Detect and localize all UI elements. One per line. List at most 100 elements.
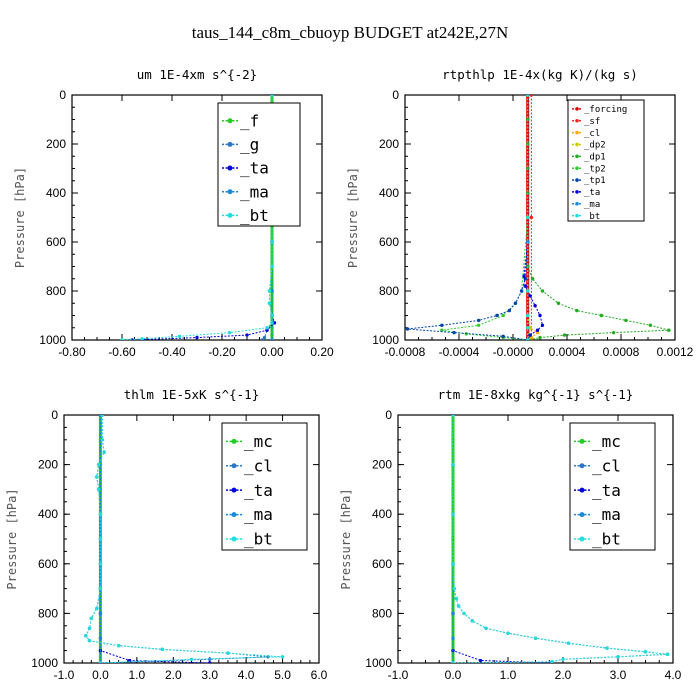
y-tick-label: 1000 <box>365 656 392 670</box>
x-tick-label: -0.80 <box>58 345 86 359</box>
legend-label: _ma <box>244 505 273 524</box>
x-tick-label: 0.20 <box>310 345 334 359</box>
data-point <box>540 289 545 293</box>
x-tick-label: -0.40 <box>158 345 186 359</box>
legend-label: _g <box>240 135 259 154</box>
data-point <box>140 337 144 340</box>
legend-label: _mc <box>244 432 273 451</box>
data-point <box>270 289 274 293</box>
legend-marker <box>579 487 585 493</box>
data-point <box>95 606 99 611</box>
y-axis-label: Pressure [hPa] <box>346 167 360 268</box>
legend-label: _bt <box>584 212 600 222</box>
data-point <box>540 323 545 327</box>
data-point <box>624 318 628 323</box>
legend-marker <box>575 201 579 206</box>
data-point <box>528 333 532 337</box>
data-point <box>530 277 535 281</box>
y-axis-label: Pressure [hPa] <box>5 488 19 589</box>
data-point <box>270 321 274 325</box>
y-tick-label: 800 <box>46 284 66 298</box>
legend-label: _dp1 <box>584 152 606 162</box>
legend-label: _ta <box>244 481 273 500</box>
data-point <box>98 636 103 640</box>
series-group <box>84 415 285 663</box>
data-point <box>100 415 104 417</box>
data-point <box>522 274 526 278</box>
y-tick-label: 800 <box>38 606 58 620</box>
data-point <box>513 301 518 305</box>
data-point <box>267 301 272 305</box>
legend: _f _g _ta _ma _bt <box>217 102 301 227</box>
data-point <box>98 562 103 566</box>
legend-marker <box>231 438 237 444</box>
legend-marker <box>231 487 237 493</box>
data-point <box>478 658 483 663</box>
x-tick-label: 3.0 <box>610 668 627 682</box>
legend-marker <box>575 213 579 218</box>
data-point <box>616 655 620 659</box>
y-tick-label: 1000 <box>372 333 399 347</box>
legend-box <box>217 102 301 227</box>
y-tick-label: 1000 <box>31 656 58 670</box>
data-point <box>227 330 232 335</box>
data-point <box>533 636 538 640</box>
data-point <box>160 647 165 652</box>
data-point <box>501 313 505 318</box>
y-tick-label: 600 <box>379 235 399 249</box>
legend-label: _cl <box>244 456 273 475</box>
legend-marker <box>227 141 233 147</box>
data-point <box>462 611 466 616</box>
data-point <box>476 318 481 323</box>
data-point <box>208 661 212 663</box>
data-point <box>265 326 269 330</box>
y-tick-label: 0 <box>51 408 58 422</box>
series-line-ta <box>452 415 553 663</box>
x-tick-label: 0.0008 <box>603 345 640 359</box>
data-point <box>89 616 94 621</box>
data-point <box>98 661 103 663</box>
legend-label: _bt <box>592 530 621 549</box>
data-point <box>262 335 267 340</box>
series-line-tp2 <box>441 95 529 340</box>
data-point <box>451 611 455 616</box>
x-tick-label: 1.0 <box>129 668 146 682</box>
data-point <box>476 323 481 327</box>
x-tick-label: -1.0 <box>388 668 409 682</box>
data-point <box>451 415 455 417</box>
data-point <box>575 308 579 313</box>
data-point <box>87 626 92 630</box>
data-point <box>506 631 510 635</box>
data-point <box>451 462 455 467</box>
data-point <box>507 308 512 313</box>
data-point <box>260 338 264 340</box>
data-point <box>451 661 455 663</box>
data-point <box>495 313 499 318</box>
data-point <box>245 333 249 337</box>
y-tick-label: 0 <box>59 88 66 102</box>
data-point <box>95 475 99 479</box>
y-tick-label: 200 <box>372 458 392 472</box>
x-tick-label: -0.0004 <box>439 345 480 359</box>
legend-marker <box>575 178 579 182</box>
data-point <box>451 512 455 516</box>
legend-marker <box>231 463 237 469</box>
data-point <box>265 328 269 332</box>
y-tick-label: 400 <box>372 507 392 521</box>
panel-title: rtm 1E-8xkg kg^{-1} s^{-1} <box>438 387 634 402</box>
series-line-ta <box>99 415 210 663</box>
legend-label: _sf <box>584 117 600 127</box>
data-point <box>280 655 285 659</box>
legend-label: _tp1 <box>584 176 606 186</box>
data-point <box>665 652 670 657</box>
series-group <box>451 415 670 663</box>
data-point <box>270 338 274 340</box>
y-tick-label: 0 <box>385 408 392 422</box>
data-point <box>177 334 182 339</box>
legend-label: _mc <box>592 432 621 451</box>
data-point <box>535 328 540 332</box>
legend-marker <box>579 512 585 518</box>
series-line-tp1 <box>407 95 529 340</box>
data-point <box>562 333 567 337</box>
